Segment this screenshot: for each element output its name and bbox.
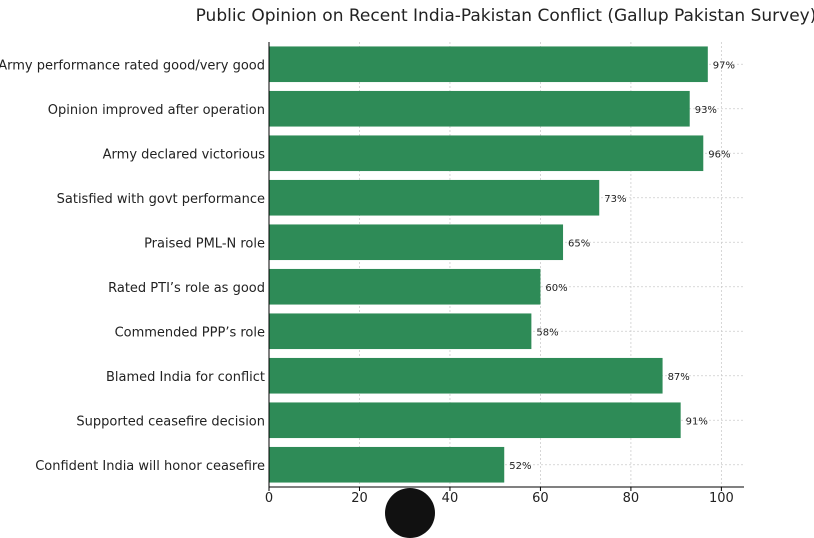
value-label: 97% bbox=[713, 60, 735, 71]
bar bbox=[269, 402, 681, 439]
x-axis: 0 20 40 60 80 100 bbox=[265, 42, 744, 505]
bar bbox=[269, 224, 564, 261]
category-label: Satisfied with govt performance bbox=[57, 192, 265, 207]
value-label: 93% bbox=[695, 105, 717, 116]
value-label: 73% bbox=[604, 194, 626, 205]
category-label: Army performance rated good/very good bbox=[0, 58, 265, 73]
category-label: Praised PML-N role bbox=[144, 236, 265, 251]
value-label: 52% bbox=[509, 461, 531, 472]
category-label: Army declared victorious bbox=[103, 147, 266, 162]
chart-title: Public Opinion on Recent India-Pakistan … bbox=[196, 6, 814, 26]
value-label: 87% bbox=[668, 372, 690, 383]
value-label: 65% bbox=[568, 238, 590, 249]
x-tick-label: 0 bbox=[265, 491, 273, 505]
bar bbox=[269, 446, 505, 483]
bar bbox=[269, 268, 541, 305]
bar bbox=[269, 313, 532, 350]
x-tick-label: 100 bbox=[709, 491, 734, 505]
bar bbox=[269, 90, 690, 127]
bar bbox=[269, 357, 663, 394]
bar bbox=[269, 46, 708, 83]
category-label: Commended PPP’s role bbox=[115, 325, 265, 340]
value-label: 91% bbox=[686, 416, 708, 427]
bar-chart: Public Opinion on Recent India-Pakistan … bbox=[0, 6, 814, 505]
value-label: 96% bbox=[708, 149, 730, 160]
x-tick-label: 60 bbox=[532, 491, 549, 505]
value-label: 60% bbox=[545, 283, 567, 294]
bars: 97% 93% 96% 73% 65% 60% 58% 87% 91% 52% bbox=[269, 46, 735, 483]
category-label: Opinion improved after operation bbox=[48, 103, 265, 118]
category-label: Confident India will honor ceasefire bbox=[35, 459, 265, 474]
x-tick-label: 20 bbox=[351, 491, 368, 505]
overlay-circle-button[interactable] bbox=[385, 488, 435, 538]
bar bbox=[269, 179, 600, 216]
category-label: Rated PTI’s role as good bbox=[108, 281, 265, 296]
x-tick-label: 80 bbox=[623, 491, 640, 505]
category-label: Blamed India for conflict bbox=[106, 370, 265, 385]
category-labels: Army performance rated good/very good Opi… bbox=[0, 58, 265, 474]
x-tick-label: 40 bbox=[442, 491, 459, 505]
category-label: Supported ceasefire decision bbox=[76, 414, 265, 429]
value-label: 58% bbox=[536, 327, 558, 338]
bar bbox=[269, 135, 704, 172]
